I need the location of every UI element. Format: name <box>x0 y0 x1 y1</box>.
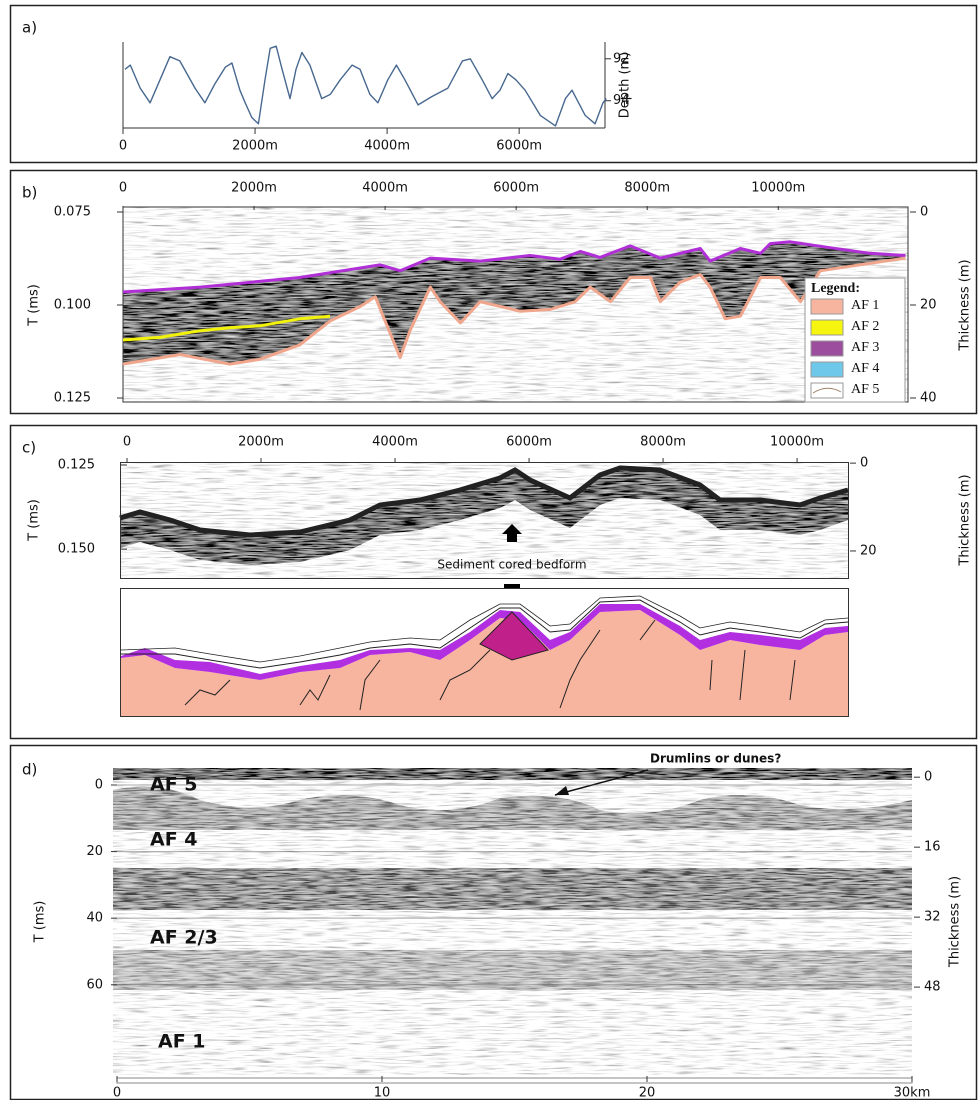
legend-swatch <box>810 298 844 315</box>
y2-axis-title: Thickness (m) <box>958 474 973 566</box>
y2-tick-label: 40 <box>920 391 937 406</box>
y-tick-label: 94 <box>613 93 630 108</box>
y-tick-label: 60 <box>86 977 103 992</box>
annotation-arrow <box>554 769 649 796</box>
plot-frame <box>120 462 849 579</box>
structure-line <box>184 619 796 711</box>
x-tick-label: 0 <box>119 139 127 154</box>
legend-swatch <box>810 340 844 357</box>
panel-label: d) <box>22 761 37 779</box>
x-tick-label: 6000m <box>493 181 539 196</box>
reflector-line <box>121 599 849 669</box>
x-tick-label: 8000m <box>624 181 670 196</box>
x-tick-label: 2000m <box>231 181 277 196</box>
legend-label: AF 3 <box>851 340 879 355</box>
x-tick-label: 8000m <box>640 435 686 450</box>
legend-swatch-line <box>812 387 842 394</box>
x-tick-label: 4000m <box>372 435 418 450</box>
panel-frame <box>9 169 978 415</box>
y2-axis-title: Thickness (m) <box>948 876 963 968</box>
seismic-band <box>113 950 912 990</box>
unit-label: AF 1 <box>158 1031 206 1053</box>
horizon-line <box>122 240 906 294</box>
panel-label: b) <box>22 184 37 202</box>
x-tick-label: 0 <box>123 435 131 450</box>
y2-tick-label: 0 <box>860 456 868 471</box>
af3-unit <box>121 604 848 680</box>
unit-label: AF 5 <box>150 774 198 796</box>
x-tick-label: 20 <box>639 1086 656 1101</box>
arrow-up <box>502 524 522 542</box>
y-tick-label: 20 <box>86 844 103 859</box>
seismic-band <box>113 868 912 910</box>
x-tick-label: 10000m <box>751 181 805 196</box>
x-tick-label: 4000m <box>362 181 408 196</box>
legend-swatch <box>810 319 844 336</box>
x-tick-label: 2000m <box>232 139 278 154</box>
x-tick-label: 6000m <box>506 435 552 450</box>
x-tick-label: 2000m <box>238 435 284 450</box>
x-tick-label: 10 <box>374 1086 391 1101</box>
legend-label: AF 1 <box>851 298 879 313</box>
x-tick-label: 30km <box>894 1086 931 1101</box>
x-axis-bar <box>116 1077 913 1084</box>
y2-tick-label: 32 <box>924 910 941 925</box>
y-axis-title: T (ms) <box>33 901 48 944</box>
horizon-line <box>122 314 331 342</box>
horizon-line <box>124 45 607 127</box>
legend-label: AF 4 <box>851 361 879 376</box>
y2-tick-label: 20 <box>920 298 937 313</box>
y-tick-label: 0.150 <box>58 542 95 557</box>
seabed-reflector <box>119 465 849 538</box>
seismic-band <box>113 768 912 780</box>
seismic-band <box>120 468 848 565</box>
legend-swatch <box>810 361 844 378</box>
x-tick-label: 0 <box>113 1086 121 1101</box>
y2-tick-label: 0 <box>920 205 928 220</box>
cored-bedform <box>479 611 549 661</box>
x-tick-label: 0 <box>119 181 127 196</box>
x-tick-label: 6000m <box>496 139 542 154</box>
panel-label: c) <box>22 439 36 457</box>
legend-swatch <box>810 382 844 399</box>
y-axis-title: T (ms) <box>27 499 42 542</box>
y-axis-title: T (ms) <box>27 284 42 327</box>
panel-frame <box>9 4 978 164</box>
y2-tick-label: 20 <box>860 543 877 558</box>
y-tick-label: 0.125 <box>58 458 95 473</box>
y-tick-label: 0.075 <box>54 205 91 220</box>
annotation: Drumlins or dunes? <box>650 752 781 766</box>
x-tick-label: 10000m <box>770 435 824 450</box>
y2-axis-title: Thickness (m) <box>958 259 973 351</box>
annotation: Sediment cored bedform <box>437 558 586 572</box>
x-tick-label: 4000m <box>364 139 410 154</box>
unit-label: AF 4 <box>150 829 198 851</box>
unit-label: AF 2/3 <box>150 927 218 949</box>
legend-label: AF 2 <box>851 319 879 334</box>
arrow-head <box>555 786 569 795</box>
panel-frame <box>9 424 978 740</box>
y-tick-label: 0 <box>95 777 103 792</box>
reflector-line <box>120 595 849 663</box>
y2-tick-label: 48 <box>924 980 941 995</box>
y-tick-label: 92 <box>613 51 630 66</box>
y2-tick-label: 16 <box>924 840 941 855</box>
seismic-band <box>113 786 912 830</box>
horizon-line <box>122 256 906 366</box>
seismic-band <box>123 241 906 365</box>
legend-title: Legend: <box>811 281 860 296</box>
af1-unit <box>121 610 848 716</box>
y-tick-label: 0.125 <box>54 391 91 406</box>
panel-label: a) <box>22 19 37 37</box>
y-axis-title: Depth (m) <box>618 52 633 119</box>
legend-label: AF 5 <box>851 382 879 397</box>
y-tick-label: 0.100 <box>54 298 91 313</box>
y-tick-label: 40 <box>86 911 103 926</box>
y2-tick-label: 0 <box>924 770 932 785</box>
